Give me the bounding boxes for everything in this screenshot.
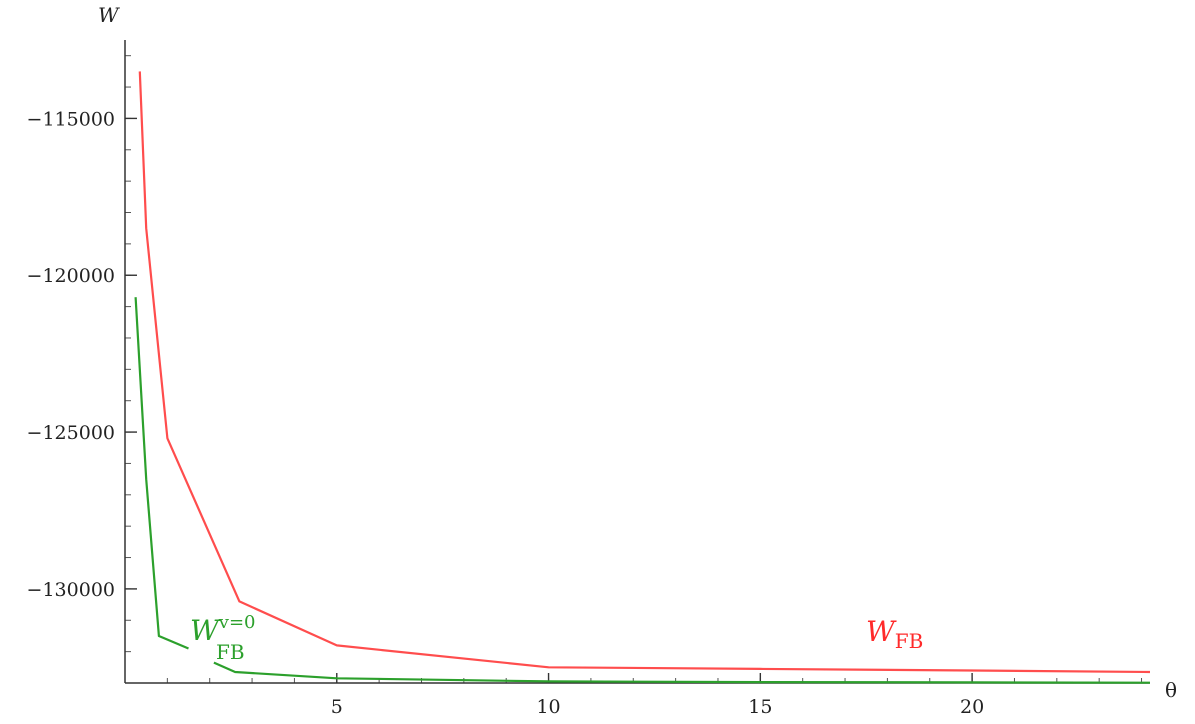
x-axis-label: θ — [1165, 678, 1177, 702]
series-label-wfb-main: W — [866, 615, 897, 648]
series-label-wfb-v0-sup: v=0 — [218, 612, 256, 633]
y-tick-label: −130000 — [27, 579, 115, 601]
major-ticks — [125, 117, 973, 683]
series-line-0-seg-0 — [138, 71, 1151, 674]
y-tick-label: −125000 — [27, 422, 115, 444]
series-label-wfb-v0-sub: FB — [216, 640, 245, 664]
y-axis-label: W — [98, 3, 120, 27]
x-tick-label: 15 — [748, 696, 772, 718]
x-tick-label: 5 — [331, 696, 343, 718]
y-tick-label: −120000 — [27, 265, 115, 287]
series-layer — [134, 71, 1151, 684]
x-tick-label: 10 — [536, 696, 560, 718]
tick-labels: 5 10 15 20 −115000 −120000 −125000 −130000 — [27, 108, 985, 718]
y-tick-label: −115000 — [27, 108, 115, 130]
minor-ticks — [124, 55, 1143, 684]
series-label-wfb-v0-main: W — [190, 614, 221, 647]
series-line-1-seg-1 — [213, 661, 1151, 684]
series-label-wfb-v0: Wv=0 FB — [190, 602, 264, 664]
series-line-1-seg-0 — [134, 297, 189, 650]
series-label-wfb-sub: FB — [895, 629, 924, 653]
series-label-wfb: WFB — [866, 615, 923, 653]
x-tick-label: 20 — [960, 696, 984, 718]
